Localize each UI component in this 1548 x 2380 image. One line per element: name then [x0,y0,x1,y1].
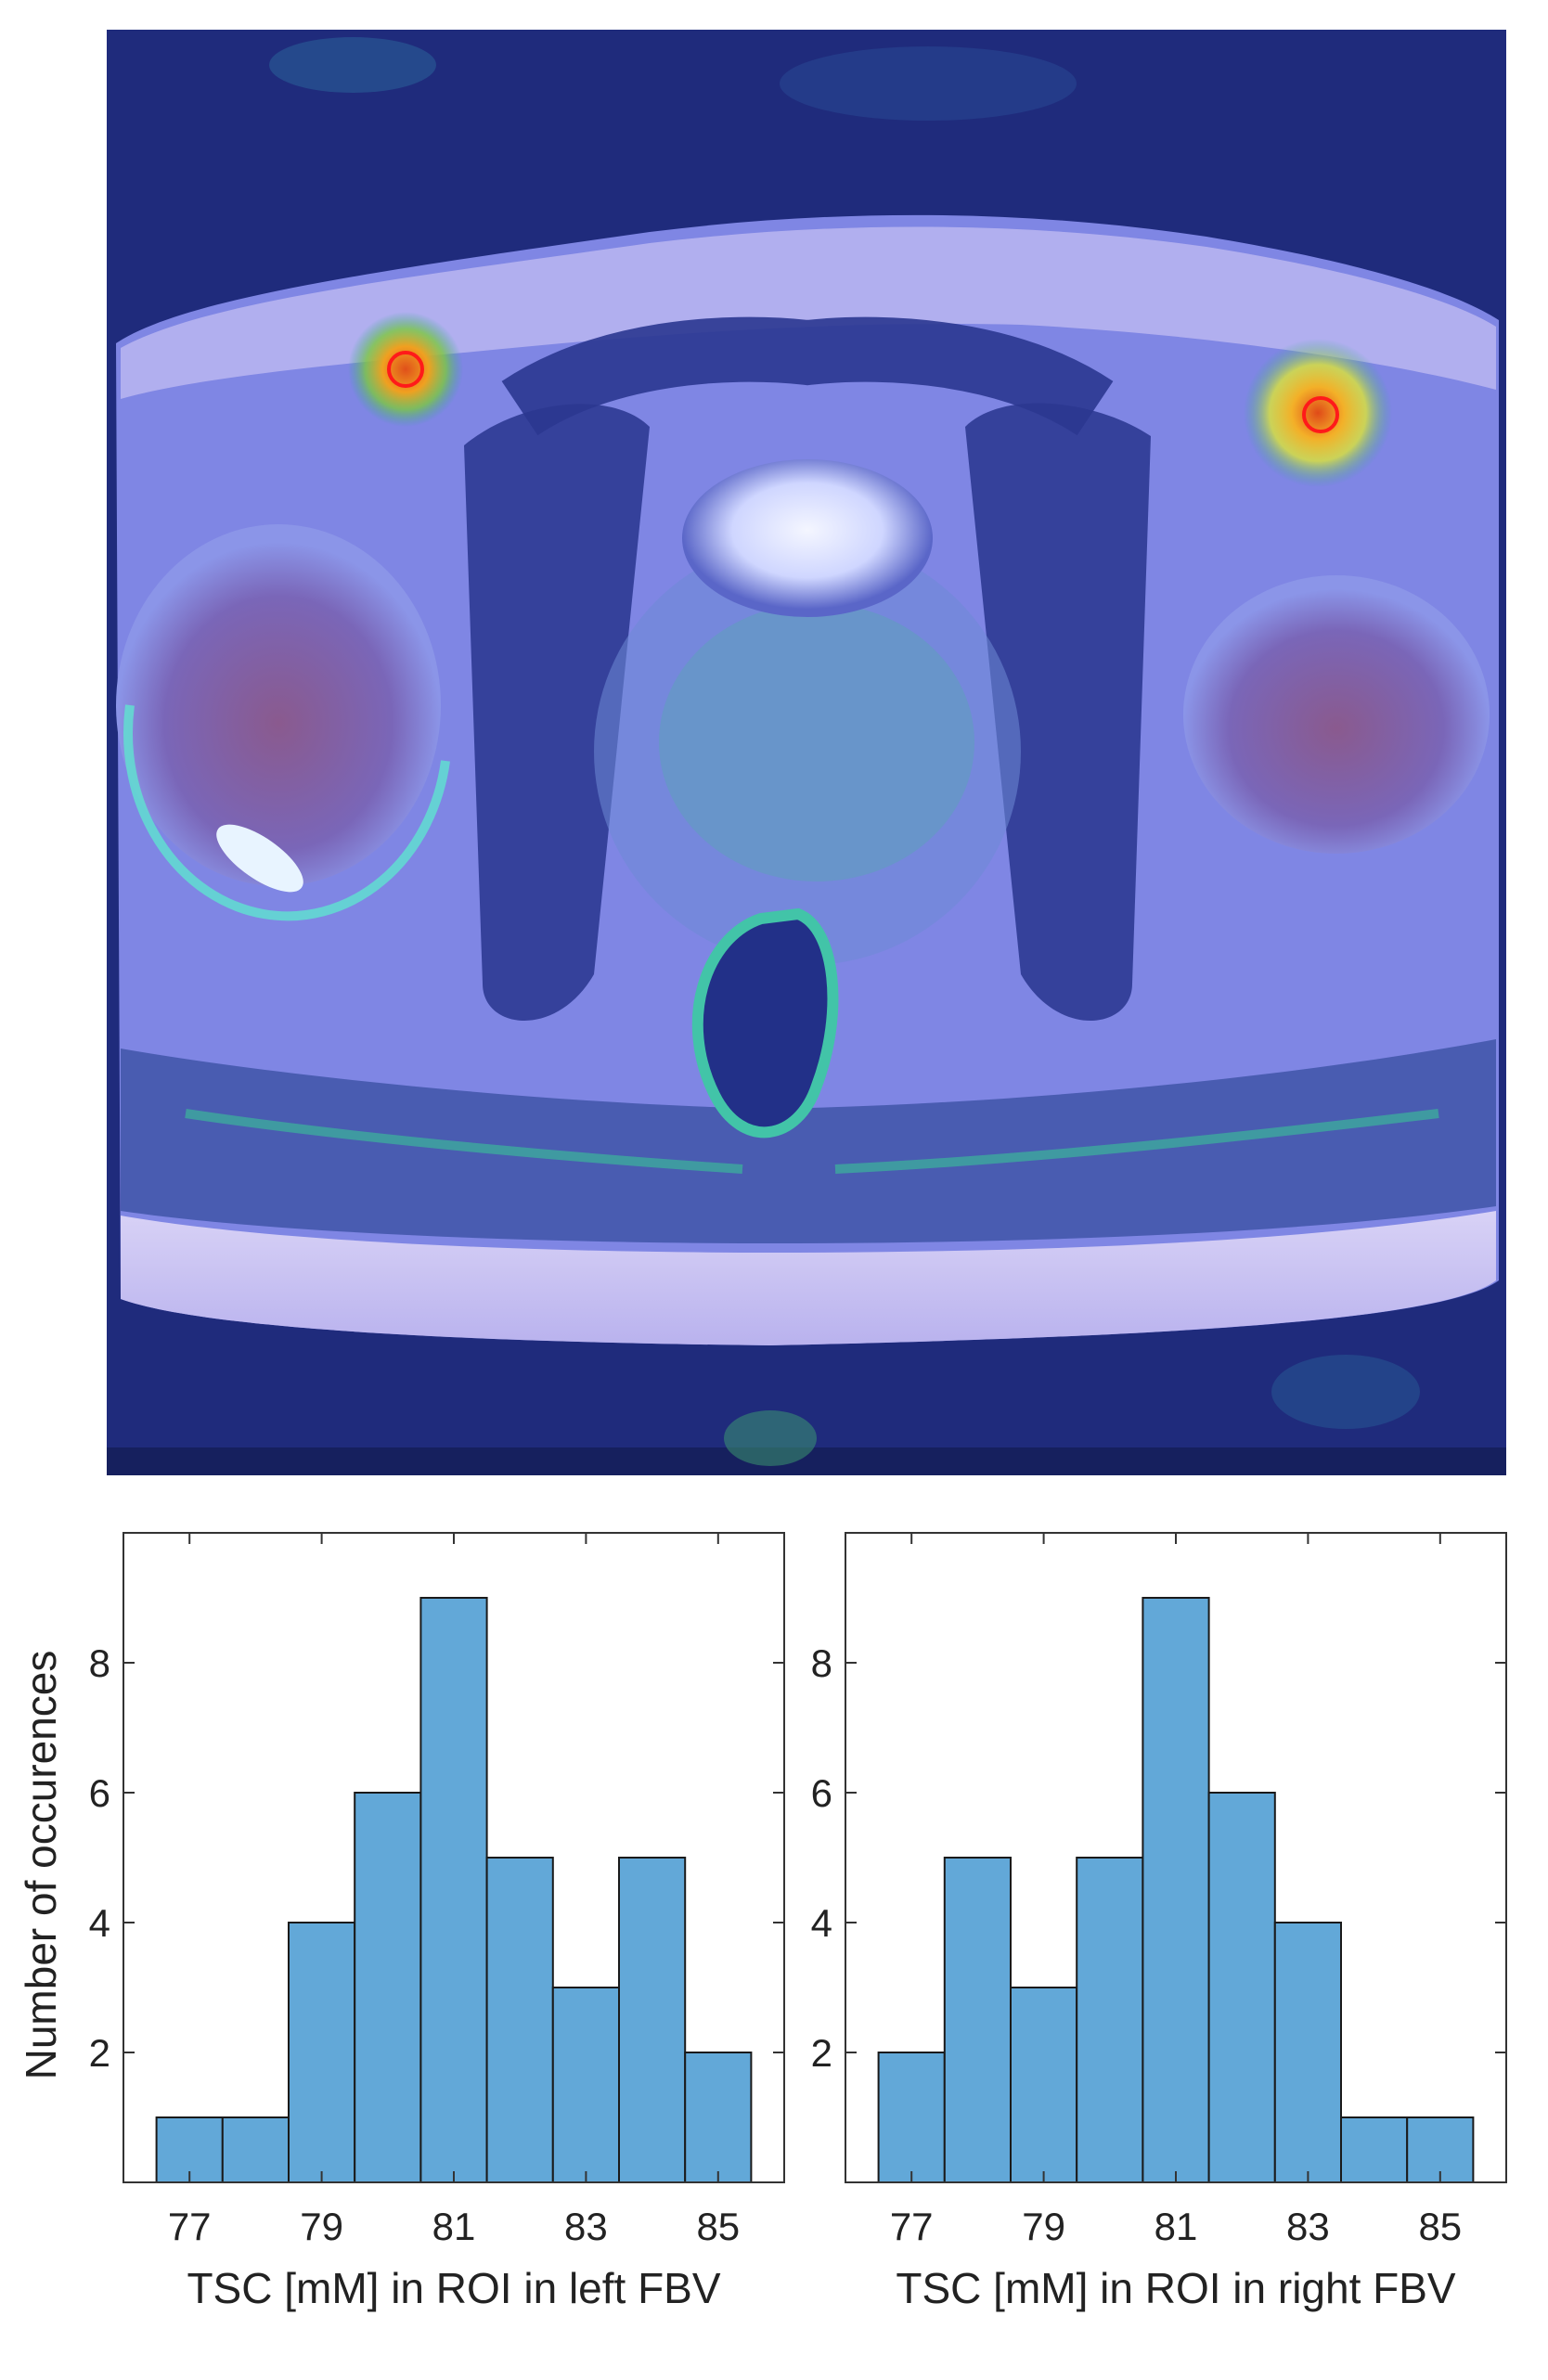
x-axis-label: TSC [mM] in ROI in left FBV [187,2264,720,2312]
y-tick-label: 2 [89,2031,110,2075]
x-tick-label: 79 [300,2205,343,2248]
right-femoral-head [1183,575,1490,854]
y-tick-label: 8 [89,1641,110,1685]
histogram-bar [221,2116,290,2183]
y-tick-label: 2 [811,2031,832,2075]
left-femoral-head [116,524,441,886]
histogram-bar [551,1987,620,2183]
x-tick-label: 77 [890,2205,934,2248]
histogram-bar [1142,1597,1210,2183]
x-tick-label: 83 [564,2205,608,2248]
histogram-bar [1273,1922,1343,2183]
y-axis-label: Number of occurences [17,1651,65,2080]
y-tick-label: 4 [89,1901,110,1945]
histogram-bar [1340,2116,1409,2183]
x-tick-label: 81 [1155,2205,1198,2248]
bladder [682,459,933,617]
histogram-bar [419,1597,488,2183]
histogram-bar [1076,1857,1144,2183]
x-tick-label: 83 [1286,2205,1330,2248]
left-vessel-hotspot [348,312,463,427]
histogram-bar [877,2052,946,2183]
x-tick-label: 85 [1418,2205,1462,2248]
histogram-bar [288,1922,356,2183]
histogram-bar [354,1792,422,2183]
histogram-left-fbv: 77 79 81 83 85 2 4 6 8 TSC [mM] in ROI in left FB… [89,1532,785,2312]
mri-image-panel [107,30,1506,1475]
histogram-bar [485,1857,554,2183]
right-roi-circle [1302,396,1339,433]
histogram-bar [618,1857,687,2183]
x-tick-label: 85 [696,2205,740,2248]
y-tick-label: 6 [89,1771,110,1815]
x-tick-label: 77 [168,2205,212,2248]
histogram-bar [1207,1792,1276,2183]
x-tick-label: 79 [1022,2205,1065,2248]
left-roi-circle [387,351,424,388]
histogram-bar [943,1857,1012,2183]
histogram-bar [1010,1987,1078,2183]
y-tick-label: 4 [811,1901,832,1945]
y-tick-label: 6 [811,1771,832,1815]
x-axis-label: TSC [mM] in ROI in right FBV [896,2264,1456,2312]
rectum [691,907,839,1139]
x-tick-label: 81 [432,2205,476,2248]
histogram-right-fbv: 77 79 81 83 85 2 4 6 8 TSC [mM] in ROI in right F… [811,1532,1507,2312]
y-tick-label: 8 [811,1641,832,1685]
histogram-bar [684,2052,753,2183]
right-vessel-hotspot [1244,339,1392,487]
